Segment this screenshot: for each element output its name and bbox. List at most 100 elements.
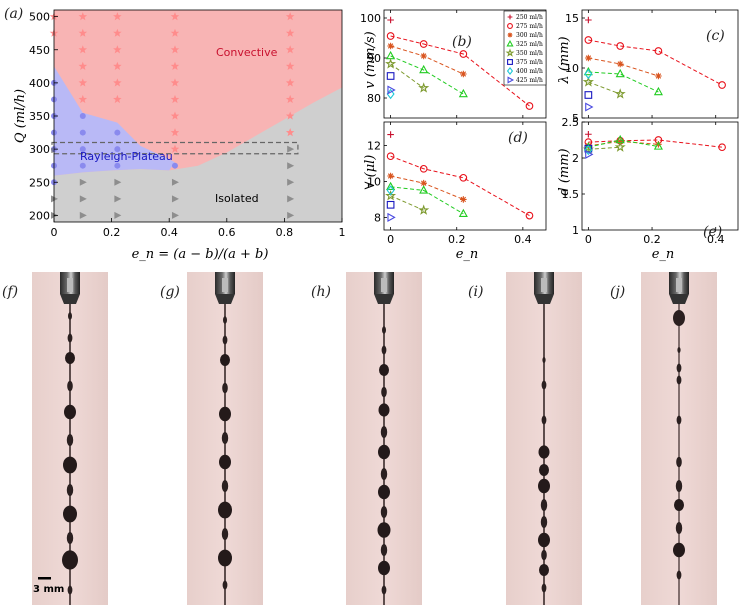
satellite-drop	[221, 528, 229, 540]
scale-bar	[38, 577, 51, 580]
data-point-b	[387, 42, 394, 50]
satellite-drop	[382, 326, 386, 334]
satellite-drop	[67, 333, 73, 343]
data-point-d	[386, 185, 395, 196]
y-axis-label-a: Q (ml/h)	[13, 89, 28, 143]
data-point-d	[387, 212, 396, 222]
point-convective	[113, 61, 122, 70]
point-rayleigh	[114, 129, 121, 136]
main-drop	[673, 542, 685, 558]
point-isolated	[79, 178, 87, 186]
data-point-e	[583, 142, 593, 151]
data-point-b	[458, 88, 468, 98]
data-point-c	[616, 42, 625, 50]
jet-photographs	[32, 272, 717, 605]
main-drop	[674, 499, 684, 511]
panel-d: 0 0.2 0.4 8 10 12 (d) ∀ (μl) e_n	[363, 121, 547, 262]
satellite-drop	[676, 570, 682, 580]
legend-label: 375 ml/h	[516, 59, 543, 66]
point-convective	[285, 28, 295, 37]
data-point-c	[584, 68, 593, 80]
data-point-d	[420, 179, 427, 187]
y-tick-label-b: 90	[367, 52, 381, 65]
data-point-c	[584, 91, 593, 99]
point-convective	[170, 111, 180, 120]
satellite-drop	[66, 484, 74, 496]
legend-marker	[506, 66, 514, 76]
y-tick-label-a: 300	[29, 143, 50, 156]
main-drop	[379, 364, 389, 376]
panel-b: 80 90 100 (b) v (mm/s) 250 ml/h 275 ml/h 300…	[360, 9, 547, 119]
phase-regions	[54, 10, 342, 222]
legend-marker	[507, 59, 513, 65]
data-point-c	[584, 36, 593, 44]
plot-frame-c	[581, 9, 739, 119]
legend-marker	[507, 14, 513, 20]
x-tick-label-a: 0.4	[160, 226, 178, 239]
data-point-b	[386, 72, 395, 80]
point-convective	[170, 45, 180, 54]
series-line-b	[390, 55, 464, 95]
x-tick-label-e: 0	[585, 233, 592, 246]
satellite-drop	[381, 386, 387, 398]
panel-label-c: (c)	[706, 28, 725, 44]
data-point-b	[418, 82, 430, 93]
point-convective	[170, 128, 180, 137]
satellite-drop	[541, 583, 547, 593]
x-tick-label-a: 0.6	[218, 226, 236, 239]
data-point-e	[614, 141, 626, 152]
data-point-d	[419, 185, 429, 194]
main-drop	[218, 501, 232, 519]
x-axis-label-a: e_n = (a − b)/(a + b)	[132, 247, 269, 262]
y-tick-label-e: 1.5	[562, 188, 580, 201]
series-line-e	[588, 139, 723, 148]
main-drop	[378, 560, 390, 576]
series-line-c	[588, 71, 659, 93]
x-tick-label-e: 0.2	[643, 233, 661, 246]
data-point-c	[655, 72, 662, 80]
photo-g	[187, 272, 263, 605]
series-line-d	[390, 186, 464, 215]
plot-frame-d	[383, 121, 547, 231]
point-convective	[285, 45, 295, 54]
phase-points	[49, 12, 295, 219]
point-convective	[285, 78, 295, 87]
series-line-c	[588, 57, 659, 77]
data-point-d	[460, 196, 467, 203]
point-rayleigh	[79, 113, 86, 119]
data-point-c	[582, 76, 594, 87]
y-tick-label-a: 200	[29, 209, 50, 222]
data-point-b	[419, 64, 429, 74]
photo-f	[32, 272, 108, 605]
point-convective	[78, 61, 88, 70]
y-tick-label-e: 1	[572, 224, 579, 237]
legend-label: 250 ml/h	[516, 14, 543, 21]
photo-j	[641, 272, 717, 605]
y-axis-label-d: ∀ (μl)	[363, 155, 378, 190]
legend-label: 350 ml/h	[516, 50, 543, 57]
panel-label-j: (j)	[610, 284, 625, 300]
satellite-drop	[381, 345, 387, 355]
main-drop	[538, 478, 550, 494]
y-tick-label-d: 12	[367, 139, 381, 152]
data-point-d	[386, 200, 395, 209]
point-isolated	[171, 178, 179, 186]
y-tick-label-a: 250	[29, 176, 50, 189]
main-drop	[539, 564, 549, 576]
point-isolated	[79, 211, 87, 219]
point-convective	[113, 94, 122, 104]
satellite-drop	[540, 516, 548, 528]
panel-e: 0 0.2 0.4 1 1.5 2 2.5 (e) d (mm) e_n	[557, 116, 739, 262]
y-axis-label-c: λ (mm)	[557, 36, 572, 84]
main-drop	[63, 505, 77, 523]
satellite-drop	[66, 434, 74, 446]
panel-label-g: (g)	[160, 284, 180, 300]
series-line-d	[390, 195, 424, 211]
point-convective	[78, 78, 88, 87]
main-drop	[539, 464, 549, 476]
main-drop	[65, 352, 75, 364]
point-isolated	[114, 211, 122, 219]
legend-label: 325 ml/h	[516, 41, 543, 48]
satellite-drop	[67, 380, 73, 392]
x-tick-label-a: 0.2	[103, 226, 121, 239]
